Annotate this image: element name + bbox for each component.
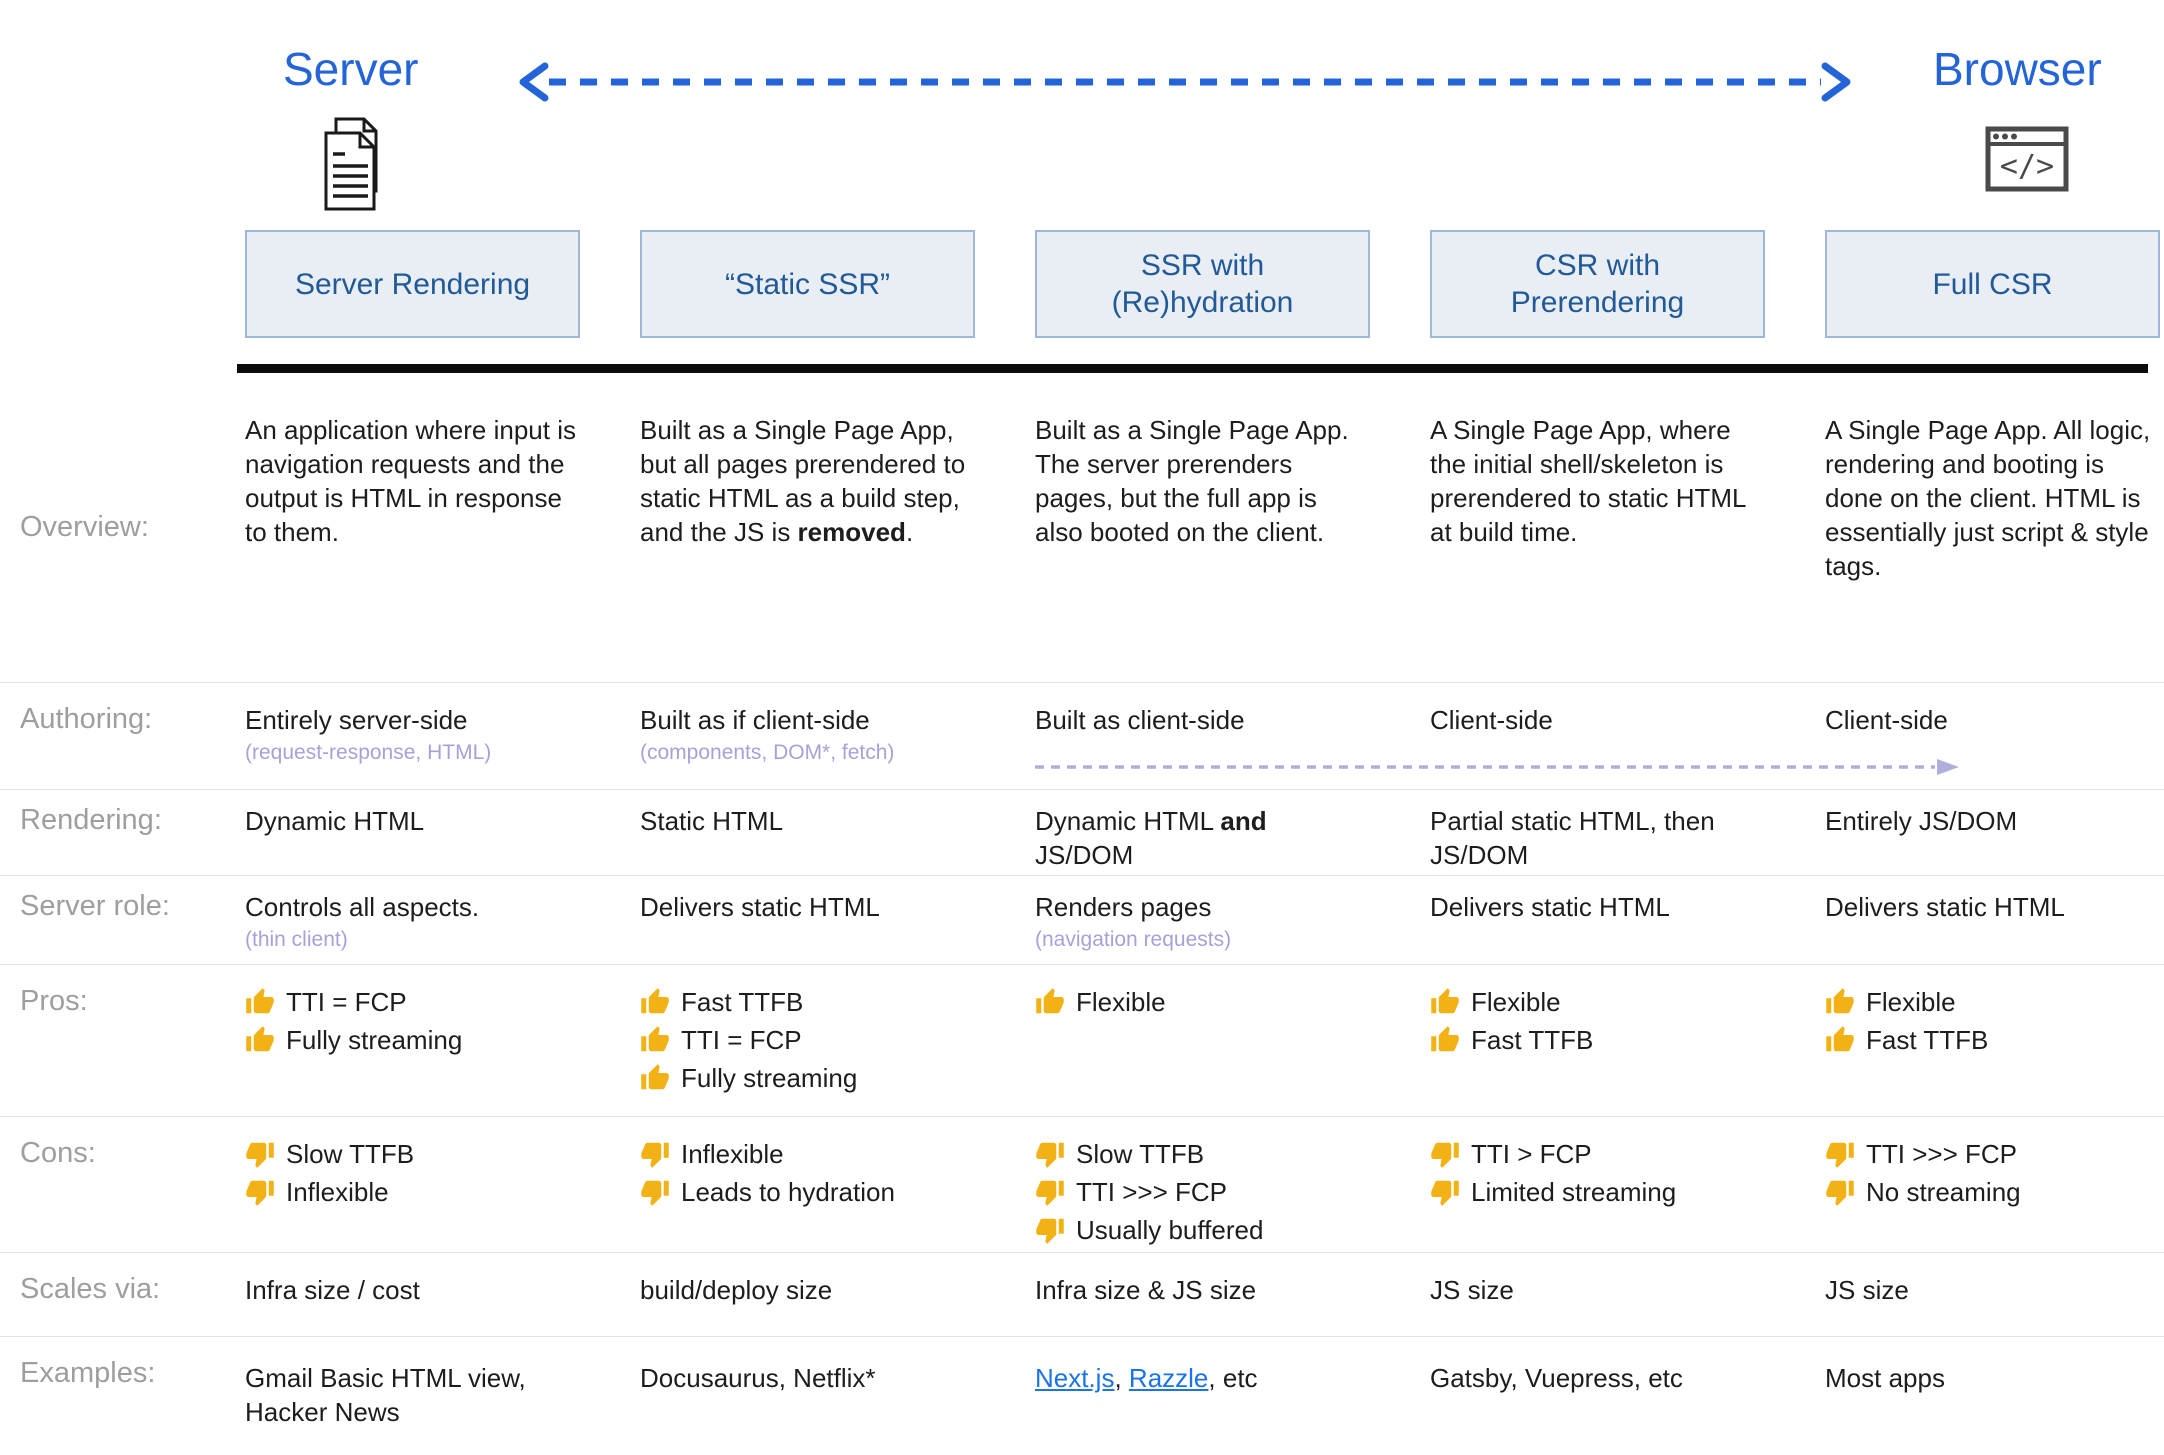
server-role-note: (thin client) [245, 928, 348, 951]
thumbs-down-icon [1430, 1177, 1460, 1207]
examples-cell: Next.js, Razzle, etc [1035, 1363, 1258, 1393]
client-side-trend-arrow-icon [1035, 758, 1965, 781]
scales-cell: Infra size & JS size [1035, 1275, 1257, 1305]
authoring-cell: Built as client-side [1035, 705, 1245, 735]
examples-cell: Docusaurus, Netflix* [640, 1363, 876, 1393]
thumbs-up-icon [1035, 987, 1065, 1017]
row-cons: Cons: Slow TTFB Inflexible Inflexible Le… [0, 1117, 2164, 1253]
row-label: Server role: [20, 890, 170, 922]
thumbs-down-icon [1825, 1139, 1855, 1169]
rendering-cell: Entirely JS/DOM [1825, 806, 2018, 836]
server-role-cell: Delivers static HTML [1825, 892, 2065, 922]
overview-cell: A Single Page App. All logic, rendering … [1825, 415, 2151, 581]
cons-cell: TTI >>> FCP No streaming [1825, 1117, 2160, 1252]
authoring-cell: Built as if client-side (components, DOM*… [640, 683, 975, 789]
thumbs-down-icon [1035, 1177, 1065, 1207]
authoring-cell: Client-side [1430, 705, 1553, 735]
thumbs-up-icon [640, 1025, 670, 1055]
authoring-cell: Client-side [1825, 705, 1948, 735]
server-endpoint-label: Server [283, 43, 419, 95]
authoring-cell: Entirely server-side (request-response, H… [245, 683, 580, 789]
server-browser-spectrum-arrow-icon [515, 60, 1855, 109]
thumbs-down-icon [640, 1177, 670, 1207]
thumbs-down-icon [245, 1139, 275, 1169]
server-role-cell: Delivers static HTML [1430, 892, 1670, 922]
header-static-ssr: “Static SSR” [640, 230, 975, 338]
authoring-note: (request-response, HTML) [245, 741, 492, 764]
header-divider-bar [237, 364, 2148, 373]
pros-cell: Fast TTFB TTI = FCP Fully streaming [640, 965, 975, 1116]
header-ssr-rehydration: SSR with (Re)hydration [1035, 230, 1370, 338]
examples-cell: Gatsby, Vuepress, etc [1430, 1363, 1683, 1393]
row-label: Overview: [20, 511, 149, 543]
code-glyph: </> [2000, 149, 2054, 184]
thumbs-up-icon [1430, 987, 1460, 1017]
row-rendering: Rendering: Dynamic HTML Static HTML Dyna… [0, 790, 2164, 876]
nextjs-link[interactable]: Next.js [1035, 1363, 1115, 1393]
document-pages-icon [320, 116, 386, 217]
thumbs-down-icon [1825, 1177, 1855, 1207]
server-role-note: (navigation requests) [1035, 928, 1232, 951]
column-headers: Server Rendering “Static SSR” SSR with (… [0, 230, 2164, 338]
pros-cell: Flexible [1035, 965, 1370, 1116]
header-full-csr: Full CSR [1825, 230, 2160, 338]
browser-endpoint-label: Browser [1933, 43, 2102, 95]
rendering-cell: Partial static HTML, then JS/DOM [1430, 806, 1715, 870]
server-role-cell: Renders pages (navigation requests) [1035, 876, 1370, 964]
spectrum-header: Server Browser [0, 0, 2164, 230]
thumbs-down-icon [1035, 1139, 1065, 1169]
row-label: Examples: [20, 1357, 156, 1389]
overview-cell: Built as a Single Page App. The server p… [1035, 415, 1349, 547]
thumbs-up-icon [1825, 1025, 1855, 1055]
thumbs-up-icon [245, 987, 275, 1017]
cons-cell: Inflexible Leads to hydration [640, 1117, 975, 1252]
row-pros: Pros: TTI = FCP Fully streaming Fast TTF… [0, 965, 2164, 1117]
overview-cell: An application where input is navigation… [245, 415, 576, 547]
cons-cell: TTI > FCP Limited streaming [1430, 1117, 1765, 1252]
server-role-cell: Controls all aspects. (thin client) [245, 876, 580, 964]
thumbs-up-icon [640, 987, 670, 1017]
examples-cell: Most apps [1825, 1363, 1945, 1393]
row-label: Cons: [20, 1137, 96, 1169]
thumbs-up-icon [640, 1063, 670, 1093]
cons-cell: Slow TTFB Inflexible [245, 1117, 580, 1252]
row-overview: Overview: An application where input is … [0, 373, 2164, 683]
pros-cell: Flexible Fast TTFB [1430, 965, 1765, 1116]
rendering-cell: Dynamic HTML [245, 806, 425, 836]
row-label: Rendering: [20, 804, 162, 836]
row-server-role: Server role: Controls all aspects. (thin … [0, 876, 2164, 965]
scales-cell: Infra size / cost [245, 1275, 420, 1305]
scales-cell: JS size [1825, 1275, 1909, 1305]
thumbs-up-icon [1430, 1025, 1460, 1055]
thumbs-down-icon [640, 1139, 670, 1169]
thumbs-up-icon [1825, 987, 1855, 1017]
thumbs-down-icon [1430, 1139, 1460, 1169]
server-role-cell: Delivers static HTML [640, 892, 880, 922]
cons-cell: Slow TTFB TTI >>> FCP Usually buffered [1035, 1117, 1370, 1252]
header-server-rendering: Server Rendering [245, 230, 580, 338]
row-authoring: Authoring: Entirely server-side (request-… [0, 683, 2164, 790]
thumbs-down-icon [1035, 1215, 1065, 1245]
header-csr-prerendering: CSR with Prerendering [1430, 230, 1765, 338]
rendering-cell: Dynamic HTML and JS/DOM [1035, 806, 1267, 870]
thumbs-down-icon [245, 1177, 275, 1207]
scales-cell: build/deploy size [640, 1275, 833, 1305]
rendering-cell: Static HTML [640, 806, 784, 836]
examples-cell: Gmail Basic HTML view, Hacker News [245, 1363, 526, 1427]
scales-cell: JS size [1430, 1275, 1514, 1305]
thumbs-up-icon [245, 1025, 275, 1055]
razzle-link[interactable]: Razzle [1128, 1363, 1209, 1393]
row-scales-via: Scales via: Infra size / cost build/depl… [0, 1253, 2164, 1337]
pros-cell: TTI = FCP Fully streaming [245, 965, 580, 1116]
row-label: Authoring: [20, 703, 153, 735]
row-examples: Examples: Gmail Basic HTML view, Hacker … [0, 1337, 2164, 1455]
browser-code-icon: </> [1985, 126, 2069, 197]
overview-cell: Built as a Single Page App, but all page… [640, 415, 966, 547]
row-label: Pros: [20, 985, 88, 1017]
pros-cell: Flexible Fast TTFB [1825, 965, 2160, 1116]
overview-cell: A Single Page App, where the initial she… [1430, 415, 1746, 547]
authoring-note: (components, DOM*, fetch) [640, 741, 895, 764]
row-label: Scales via: [20, 1273, 161, 1305]
